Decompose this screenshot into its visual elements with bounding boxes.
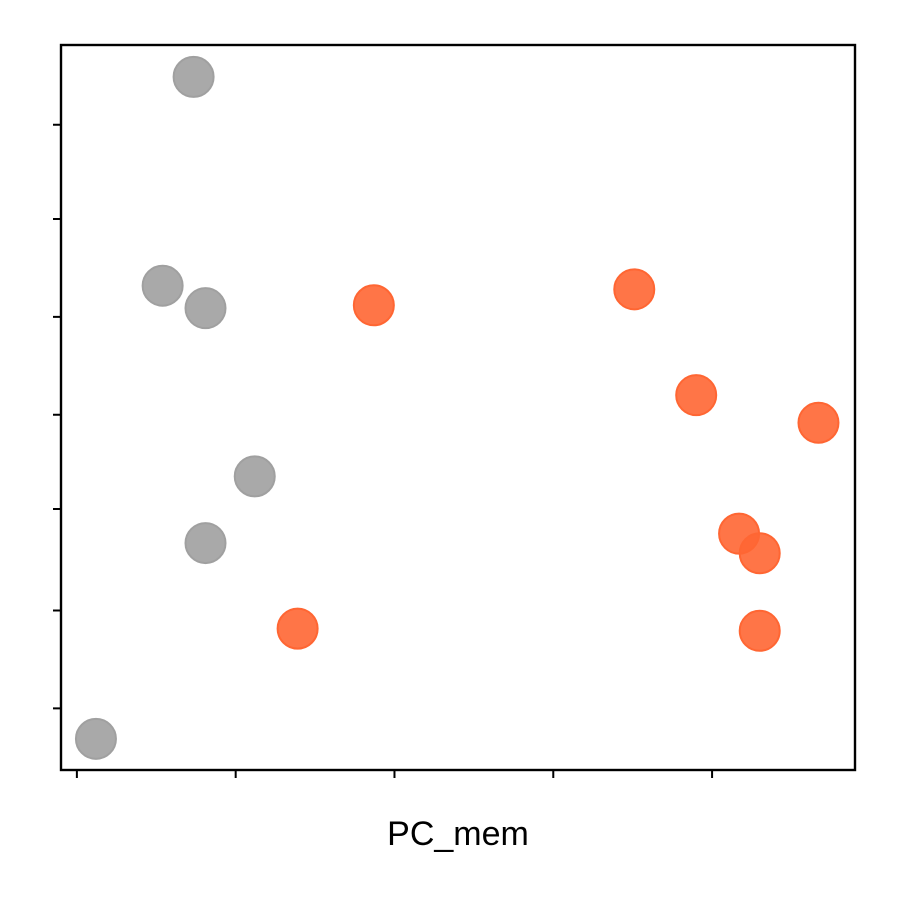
data-point xyxy=(738,609,781,652)
x-axis-ticks xyxy=(75,770,714,778)
data-point xyxy=(738,532,781,575)
plot-area-frame xyxy=(59,43,857,772)
data-point xyxy=(233,455,276,498)
data-point xyxy=(184,522,227,565)
data-point xyxy=(184,287,227,330)
data-points xyxy=(74,55,840,760)
y-axis-ticks xyxy=(53,123,61,710)
data-point xyxy=(276,607,319,650)
data-point xyxy=(797,401,840,444)
data-point xyxy=(352,284,395,327)
data-point xyxy=(675,374,718,417)
data-point xyxy=(172,55,215,98)
data-point xyxy=(74,717,117,760)
data-point xyxy=(613,268,656,311)
data-point xyxy=(141,264,184,307)
x-axis-label: PC_mem xyxy=(387,815,529,853)
